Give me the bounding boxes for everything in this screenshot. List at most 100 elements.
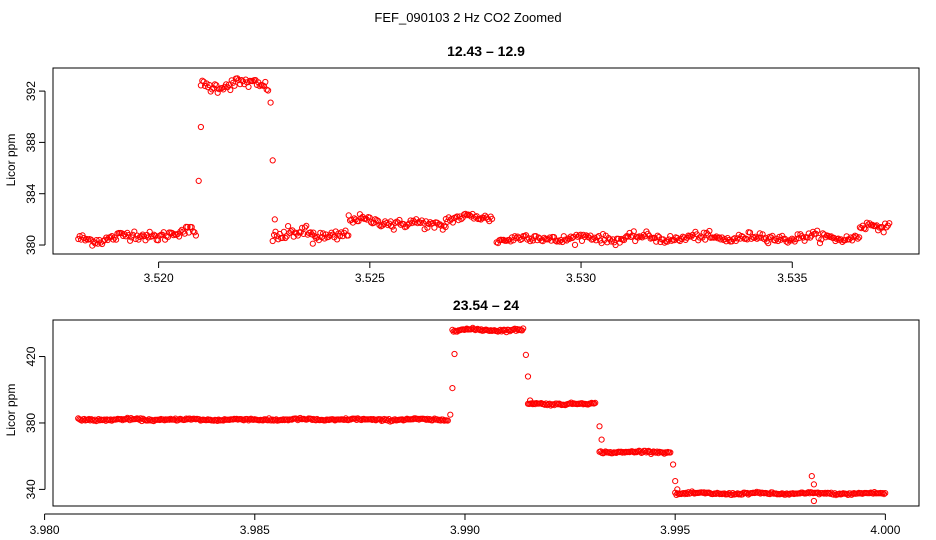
data-point	[862, 226, 869, 233]
data-point	[122, 233, 130, 240]
data-point	[808, 473, 815, 480]
data-point	[880, 229, 887, 236]
data-point	[267, 99, 274, 106]
data-point	[141, 233, 148, 240]
data-point	[287, 228, 294, 235]
data-point	[883, 224, 890, 231]
data-point	[209, 86, 216, 93]
data-point	[529, 237, 537, 244]
data-point	[879, 490, 886, 497]
data-point	[674, 486, 681, 493]
data-point	[556, 238, 563, 245]
data-point	[527, 397, 534, 404]
x-tick-label: 4.000	[870, 523, 900, 537]
data-point	[279, 234, 286, 241]
data-point	[436, 221, 444, 228]
data-point	[197, 123, 204, 131]
data-point	[230, 79, 237, 86]
data-point	[300, 230, 307, 237]
data-point	[753, 235, 761, 242]
data-point	[571, 241, 579, 248]
data-point	[667, 449, 674, 456]
data-point	[444, 417, 451, 424]
data-point	[170, 232, 177, 239]
data-point	[654, 232, 661, 239]
data-point	[842, 237, 849, 244]
data-point	[99, 240, 106, 248]
data-point	[507, 238, 514, 245]
data-point	[376, 222, 383, 229]
data-points	[75, 324, 889, 505]
data-point	[522, 351, 530, 358]
data-point	[865, 221, 872, 228]
data-point	[630, 228, 637, 235]
data-point	[94, 240, 102, 247]
y-axis-label: Licor ppm	[4, 134, 18, 187]
data-point	[245, 83, 252, 91]
data-point	[139, 231, 146, 238]
data-point	[629, 232, 636, 239]
data-point	[269, 237, 276, 245]
data-point	[190, 228, 197, 235]
data-point	[310, 229, 317, 236]
data-point	[758, 234, 765, 241]
data-point	[880, 491, 888, 498]
data-point	[238, 77, 245, 84]
data-point	[830, 234, 838, 241]
data-point	[882, 490, 889, 497]
data-point	[280, 228, 287, 235]
data-point	[314, 234, 321, 241]
data-point	[462, 210, 469, 217]
data-point	[120, 232, 127, 239]
data-point	[466, 212, 473, 219]
data-point	[798, 233, 805, 240]
data-point	[886, 220, 893, 227]
data-point	[615, 235, 622, 242]
data-point	[227, 86, 234, 94]
data-point	[368, 219, 375, 226]
data-point	[192, 232, 199, 239]
data-point	[672, 478, 679, 485]
data-point	[181, 230, 188, 237]
data-point	[596, 423, 603, 430]
data-point	[550, 234, 558, 241]
data-point	[113, 236, 120, 243]
data-point	[584, 233, 591, 240]
data-point	[569, 234, 576, 242]
data-point	[336, 232, 343, 240]
data-point	[184, 223, 191, 231]
data-point	[451, 350, 458, 358]
data-points	[75, 75, 893, 249]
data-point	[769, 232, 776, 239]
data-point	[854, 235, 861, 242]
x-tick-label: 3.520	[144, 271, 174, 285]
x-tick-label: 3.530	[566, 271, 596, 285]
x-tick-label: 3.535	[777, 271, 807, 285]
data-point	[149, 232, 156, 240]
data-point	[861, 225, 868, 232]
y-tick-label: 392	[24, 81, 38, 101]
data-point	[489, 215, 496, 222]
data-point	[285, 223, 292, 230]
data-point	[282, 234, 289, 242]
y-tick-label: 340	[24, 479, 38, 499]
data-point	[696, 234, 703, 241]
y-tick-label: 380	[24, 235, 38, 255]
x-tick-label: 3.995	[660, 523, 690, 537]
y-axis: 380 384 388 392	[24, 81, 46, 255]
data-point	[199, 77, 206, 84]
data-point	[706, 227, 713, 235]
data-point	[592, 399, 599, 406]
data-point	[138, 233, 145, 240]
data-point	[249, 78, 256, 85]
data-point	[211, 81, 218, 88]
data-point	[303, 222, 310, 229]
chart-title: 12.43 – 12.9	[447, 43, 525, 59]
data-point	[856, 234, 863, 241]
data-point	[567, 233, 574, 240]
data-point	[271, 231, 278, 239]
data-point	[746, 229, 754, 236]
x-tick-label: 3.525	[355, 271, 385, 285]
data-point	[711, 234, 719, 241]
data-point	[458, 216, 465, 223]
